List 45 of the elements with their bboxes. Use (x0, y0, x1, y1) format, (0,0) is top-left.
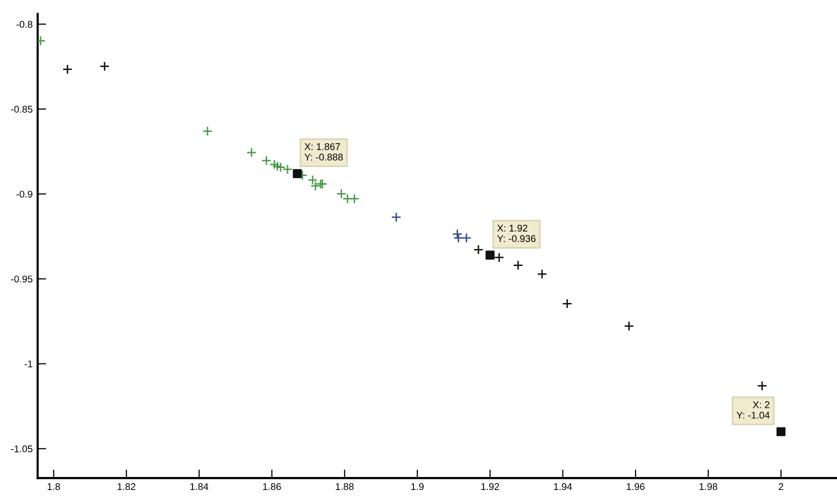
point (99, 61, 110, 72)
point (261, 155, 272, 166)
annotation: X: 1.92 Y: -0.936 (497, 224, 536, 242)
point (461, 232, 472, 244)
point (202, 126, 213, 136)
y-tick-label: -1.05 (11, 445, 32, 452)
point (776, 427, 786, 436)
x-tick-label: 1.98 (700, 483, 718, 490)
point (282, 164, 293, 174)
point (276, 162, 286, 172)
x-tick-label: 1.92 (481, 483, 500, 490)
point (473, 244, 484, 255)
point (272, 161, 282, 172)
point (349, 194, 360, 204)
point (536, 269, 548, 280)
x-tick-label: 1.82 (118, 483, 136, 490)
y-tick-label: -0.8 (16, 20, 32, 28)
point (336, 188, 346, 199)
x-tick-label: 1.86 (263, 483, 281, 490)
point (757, 380, 768, 391)
annotation: X: 1.867 Y: -0.888 (304, 143, 343, 161)
point (342, 194, 353, 204)
point (562, 298, 572, 309)
y-tick-label: -0.9 (16, 190, 32, 198)
point (292, 169, 302, 178)
x-tick-label: 1.88 (336, 483, 354, 490)
point (494, 252, 504, 263)
point (62, 64, 73, 74)
point (512, 260, 524, 270)
point (486, 250, 495, 260)
x-tick-label: 2 (778, 483, 784, 490)
x-tick-label: 1.84 (190, 483, 208, 490)
annotation: X: 2 Y: -1.04 (736, 401, 770, 419)
point (269, 159, 280, 170)
point (308, 174, 318, 186)
x-tick-label: 1.8 (48, 483, 60, 490)
x-tick-label: 1.9 (411, 483, 424, 490)
x-tick-label: 1.96 (626, 483, 645, 490)
x-tick-label: 1.94 (554, 483, 572, 490)
point (391, 212, 402, 222)
point (624, 320, 634, 332)
y-tick-label: -1 (24, 360, 32, 368)
y-tick-label: -0.95 (11, 276, 32, 282)
y-tick-label: -0.85 (11, 106, 32, 113)
point (246, 147, 257, 158)
